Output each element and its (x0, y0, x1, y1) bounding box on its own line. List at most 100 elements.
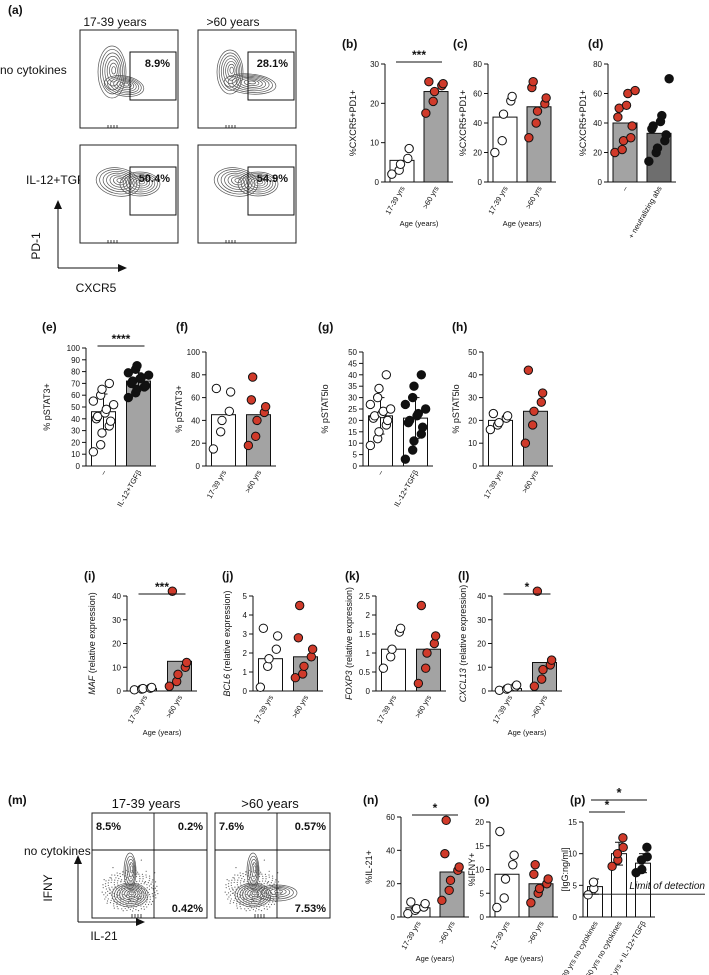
panel-label-p: (p) (570, 793, 585, 807)
data-point (297, 669, 308, 679)
event-dot (142, 878, 144, 880)
event-dot (128, 891, 130, 893)
flow-a-yaxis-label: PD-1 (29, 232, 43, 260)
event-dot (102, 887, 104, 889)
data-point (123, 368, 134, 378)
data-point (247, 372, 258, 382)
contour-ring (113, 78, 137, 92)
chart-i: (i) 0 10 20 30 40 MAF (relative expression) 17-… (84, 569, 197, 737)
contour-ring (104, 55, 122, 87)
event-dot (144, 892, 146, 894)
data-point (527, 420, 538, 430)
y-tick-label: 5 (480, 889, 485, 898)
contour-ring (128, 862, 134, 878)
contour-ring (235, 77, 267, 90)
event-dot (136, 881, 138, 883)
y-tick-label: 20 (112, 640, 121, 649)
y-tick-label: 5 (353, 451, 358, 460)
event-dot (104, 883, 107, 885)
event-dot (268, 876, 270, 878)
event-dot (121, 908, 123, 910)
event-dot (269, 884, 271, 886)
event-dot (265, 878, 267, 880)
event-dot (266, 906, 268, 908)
data-point (215, 427, 226, 437)
chart-l: (l) 0 10 20 30 40 CXCL13 (relative expression)… (458, 569, 562, 737)
contour-ring (234, 882, 272, 908)
y-tick-label: 50 (71, 403, 80, 412)
y-tick-label: 60 (473, 90, 482, 99)
event-dot (237, 879, 239, 881)
y-tick-label: 10 (475, 866, 484, 875)
contour-ring (97, 45, 127, 99)
y-axis-label-unit: (relative expression) (458, 585, 468, 669)
y-axis-label-gene: BCL6 (222, 674, 232, 697)
data-point (413, 408, 424, 419)
data-point (612, 848, 623, 859)
event-dot (244, 908, 246, 910)
contour-ring (122, 173, 158, 195)
bar (423, 91, 449, 183)
data-point (538, 664, 548, 675)
event-dot (144, 881, 147, 883)
data-point (307, 644, 318, 654)
y-tick-label: 10 (477, 663, 486, 672)
event-dot (236, 884, 239, 886)
event-dot (141, 880, 144, 882)
significance-stars: *** (155, 580, 169, 594)
event-dot (143, 908, 145, 910)
data-point (444, 885, 454, 896)
event-dot (107, 884, 109, 887)
contour-ring (247, 888, 262, 899)
event-dot (232, 876, 234, 879)
event-dot (279, 890, 281, 892)
y-axis-label-gene: CXCL13 (458, 668, 468, 702)
data-point (618, 842, 628, 853)
data-point (294, 600, 305, 611)
data-point (495, 826, 505, 837)
y-axis-label: [IgG:ng/ml] (560, 847, 570, 891)
flow-a-yaxis-arrowhead (54, 200, 62, 209)
data-point (260, 402, 271, 412)
data-point (243, 440, 254, 451)
y-tick-label: 10 (568, 850, 577, 859)
event-dot (110, 881, 112, 884)
data-point (225, 387, 236, 397)
data-point (607, 861, 617, 872)
event-dot (149, 901, 151, 903)
data-point (211, 383, 222, 394)
event-dot (109, 901, 112, 904)
y-axis-label: % pSTAT5lo (320, 384, 330, 433)
data-point (437, 895, 447, 906)
event-dot (245, 871, 247, 873)
event-dot (150, 903, 153, 905)
contour-ring (242, 886, 266, 903)
y-tick-label: 20 (71, 438, 80, 447)
y-tick-label: 0 (76, 462, 81, 471)
event-dot (275, 879, 277, 881)
y-tick-label: 15 (348, 428, 357, 437)
y-tick-label: 0 (480, 913, 485, 922)
event-dot (123, 880, 125, 883)
quadrant-percent-lr: 7.53% (295, 903, 326, 915)
y-axis-label: %IFNY+ (467, 853, 477, 887)
flow-a-plot: 54.9% (197, 144, 297, 244)
event-dot (106, 900, 109, 902)
contour-ring (106, 172, 132, 190)
event-dot (232, 888, 234, 890)
event-dot (262, 878, 264, 880)
quadrant-percent-ul: 7.6% (219, 821, 244, 833)
y-axis-label-unit: (relative expression) (344, 587, 354, 671)
event-dot (120, 881, 122, 883)
event-dot (116, 901, 118, 903)
flow-m-col-label-2: >60 years (241, 796, 299, 811)
data-point (642, 852, 652, 862)
y-tick-label: 20 (593, 149, 602, 158)
data-point (642, 842, 652, 853)
event-dot (151, 900, 154, 903)
data-point (534, 883, 545, 894)
contour-ring (249, 890, 260, 897)
data-point (429, 86, 440, 97)
event-dot (108, 887, 110, 889)
x-axis-label: Age (years) (508, 728, 547, 737)
